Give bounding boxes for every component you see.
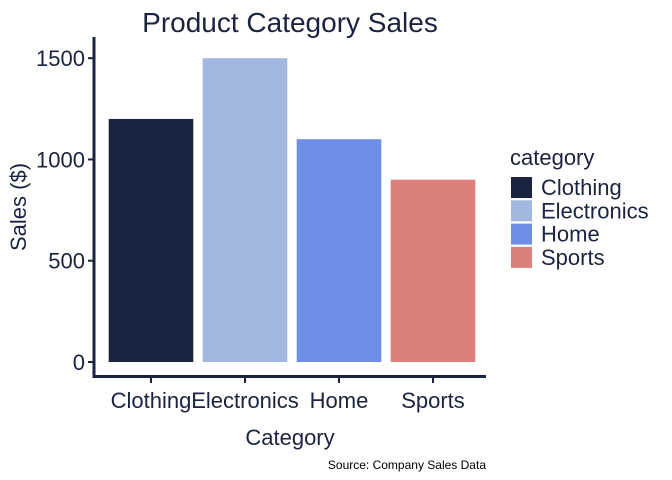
legend-swatch-electronics xyxy=(511,200,532,222)
x-axis-title: Category xyxy=(245,425,334,450)
legend-label-sports: Sports xyxy=(541,245,605,270)
bars-group xyxy=(108,58,476,362)
legend-swatch-clothing xyxy=(511,177,532,198)
x-tick-label-sports: Sports xyxy=(401,388,465,413)
legend-swatch-sports xyxy=(511,246,532,268)
y-ticks-group: 0 500 1000 1500 xyxy=(36,46,94,375)
legend-label-clothing: Clothing xyxy=(541,175,622,200)
bar-electronics xyxy=(202,58,288,362)
bar-home xyxy=(296,139,382,362)
legend-title: category xyxy=(510,145,594,170)
bar-clothing xyxy=(108,118,194,362)
chart-caption: Source: Company Sales Data xyxy=(328,458,486,472)
x-tick-label-home: Home xyxy=(310,388,369,413)
legend-label-electronics: Electronics xyxy=(541,198,649,223)
y-tick-label-1500: 1500 xyxy=(36,46,85,71)
x-tick-label-clothing: Clothing xyxy=(111,388,192,413)
legend-swatch-home xyxy=(511,223,532,245)
x-tick-label-electronics: Electronics xyxy=(191,388,299,413)
y-tick-label-0: 0 xyxy=(73,350,85,375)
y-tick-label-500: 500 xyxy=(48,249,85,274)
bar-sports xyxy=(390,179,476,362)
chart-title: Product Category Sales xyxy=(142,7,438,38)
legend-label-home: Home xyxy=(541,222,600,247)
y-axis-title: Sales ($) xyxy=(6,163,31,251)
x-ticks-group: Clothing Electronics Home Sports xyxy=(111,377,465,413)
y-tick-label-1000: 1000 xyxy=(36,147,85,172)
